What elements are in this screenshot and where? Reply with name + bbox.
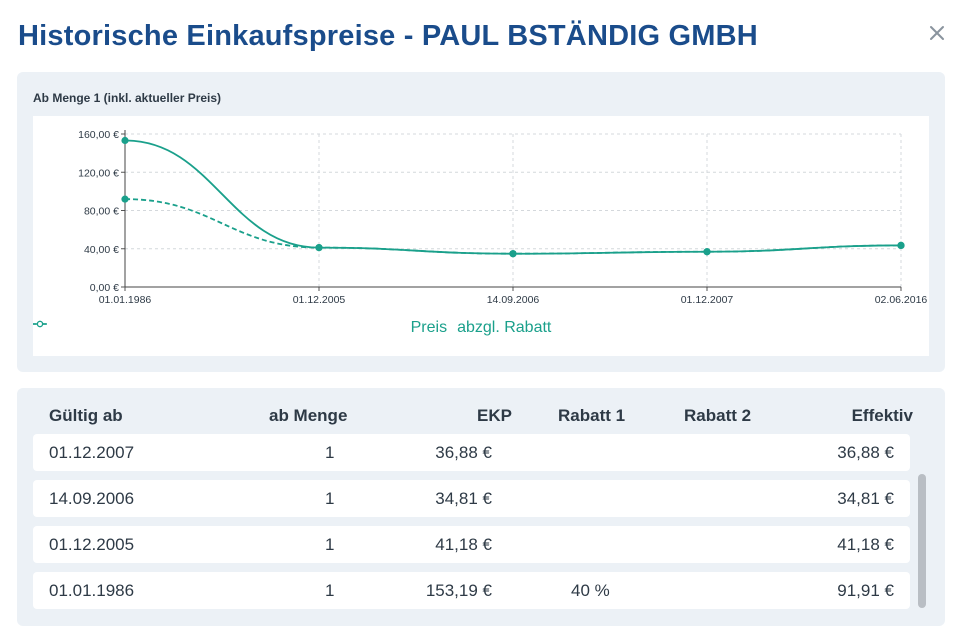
price-table: Gültig ab ab Menge EKP Rabatt 1 Rabatt 2… [17,388,945,626]
y-tick-label: 80,00 € [84,206,119,218]
cell-effective: 34,81 € [837,489,894,508]
table-row[interactable]: 01.12.2007 1 36,88 € 36,88 € [33,434,910,471]
data-point [315,244,323,252]
cell-discount-1: 40 % [571,581,610,600]
legend-item[interactable]: Preis [33,319,448,337]
chart-subtitle: Ab Menge 1 (inkl. aktueller Preis) [33,91,222,105]
close-button[interactable] [926,22,948,44]
data-point [897,241,905,250]
dialog-title: Historische Einkaufspreise - PAUL BSTÄND… [18,20,758,52]
x-tick-label: 01.12.2007 [681,294,734,306]
y-tick-label: 160,00 € [78,129,119,141]
cell-effective: 91,91 € [837,581,894,600]
close-icon [930,26,944,40]
cell-effective: 41,18 € [837,535,894,554]
table-row[interactable]: 01.12.2005 1 41,18 € 41,18 € [33,526,910,563]
legend-label: Preis [410,319,448,336]
legend-item[interactable]: abzgl. Rabatt [33,319,552,337]
data-point [703,248,711,256]
cell-valid-from: 01.01.1986 [49,581,135,600]
x-tick-label: 01.01.1986 [99,294,152,306]
cell-valid-from: 01.12.2005 [49,535,135,554]
header-effective[interactable]: Effektiv [851,406,913,425]
cell-from-qty: 1 [325,443,335,462]
table-row[interactable]: 01.01.1986 1 153,19 € 40 % 91,91 € [33,572,910,609]
header-from-qty[interactable]: ab Menge [269,406,348,425]
data-point [121,195,129,203]
table-header: Gültig ab ab Menge EKP Rabatt 1 Rabatt 2… [17,388,945,434]
cell-from-qty: 1 [325,581,335,600]
cell-valid-from: 01.12.2007 [49,443,135,462]
cell-ekp: 41,18 € [435,535,492,554]
chart-legend: Preis abzgl. Rabatt [33,319,929,337]
cell-ekp: 153,19 € [425,581,492,600]
x-tick-label: 14.09.2006 [487,294,540,306]
data-point [509,250,517,258]
header-discount-1[interactable]: Rabatt 1 [558,406,626,425]
table-scrollbar[interactable] [918,474,926,608]
series-line-preis [124,139,902,255]
header-discount-2[interactable]: Rabatt 2 [684,406,752,425]
y-tick-label: 40,00 € [84,244,119,256]
cell-from-qty: 1 [325,489,335,508]
header-valid-from[interactable]: Gültig ab [49,406,123,425]
header-ekp[interactable]: EKP [477,406,512,425]
x-tick-label: 02.06.2016 [875,294,928,306]
cell-from-qty: 1 [325,535,335,554]
cell-ekp: 34,81 € [435,489,492,508]
chart-panel: Ab Menge 1 (inkl. aktueller Preis) 0,00 … [17,72,945,372]
cell-effective: 36,88 € [837,443,894,462]
cell-ekp: 36,88 € [435,443,492,462]
legend-label: abzgl. Rabatt [457,319,552,336]
y-tick-label: 0,00 € [90,282,119,294]
price-history-chart: 0,00 € 40,00 € 80,00 € 120,00 € 160,00 € 01.0… [33,116,929,356]
x-tick-label: 01.12.2005 [293,294,346,306]
legend-marker-icon [33,320,47,328]
chart-svg: 0,00 € 40,00 € 80,00 € 120,00 € 160,00 € 01.0… [78,129,928,306]
table-row[interactable]: 14.09.2006 1 34,81 € 34,81 € [33,480,910,517]
y-tick-label: 120,00 € [78,167,119,179]
data-point [121,136,129,145]
cell-valid-from: 14.09.2006 [49,489,135,508]
